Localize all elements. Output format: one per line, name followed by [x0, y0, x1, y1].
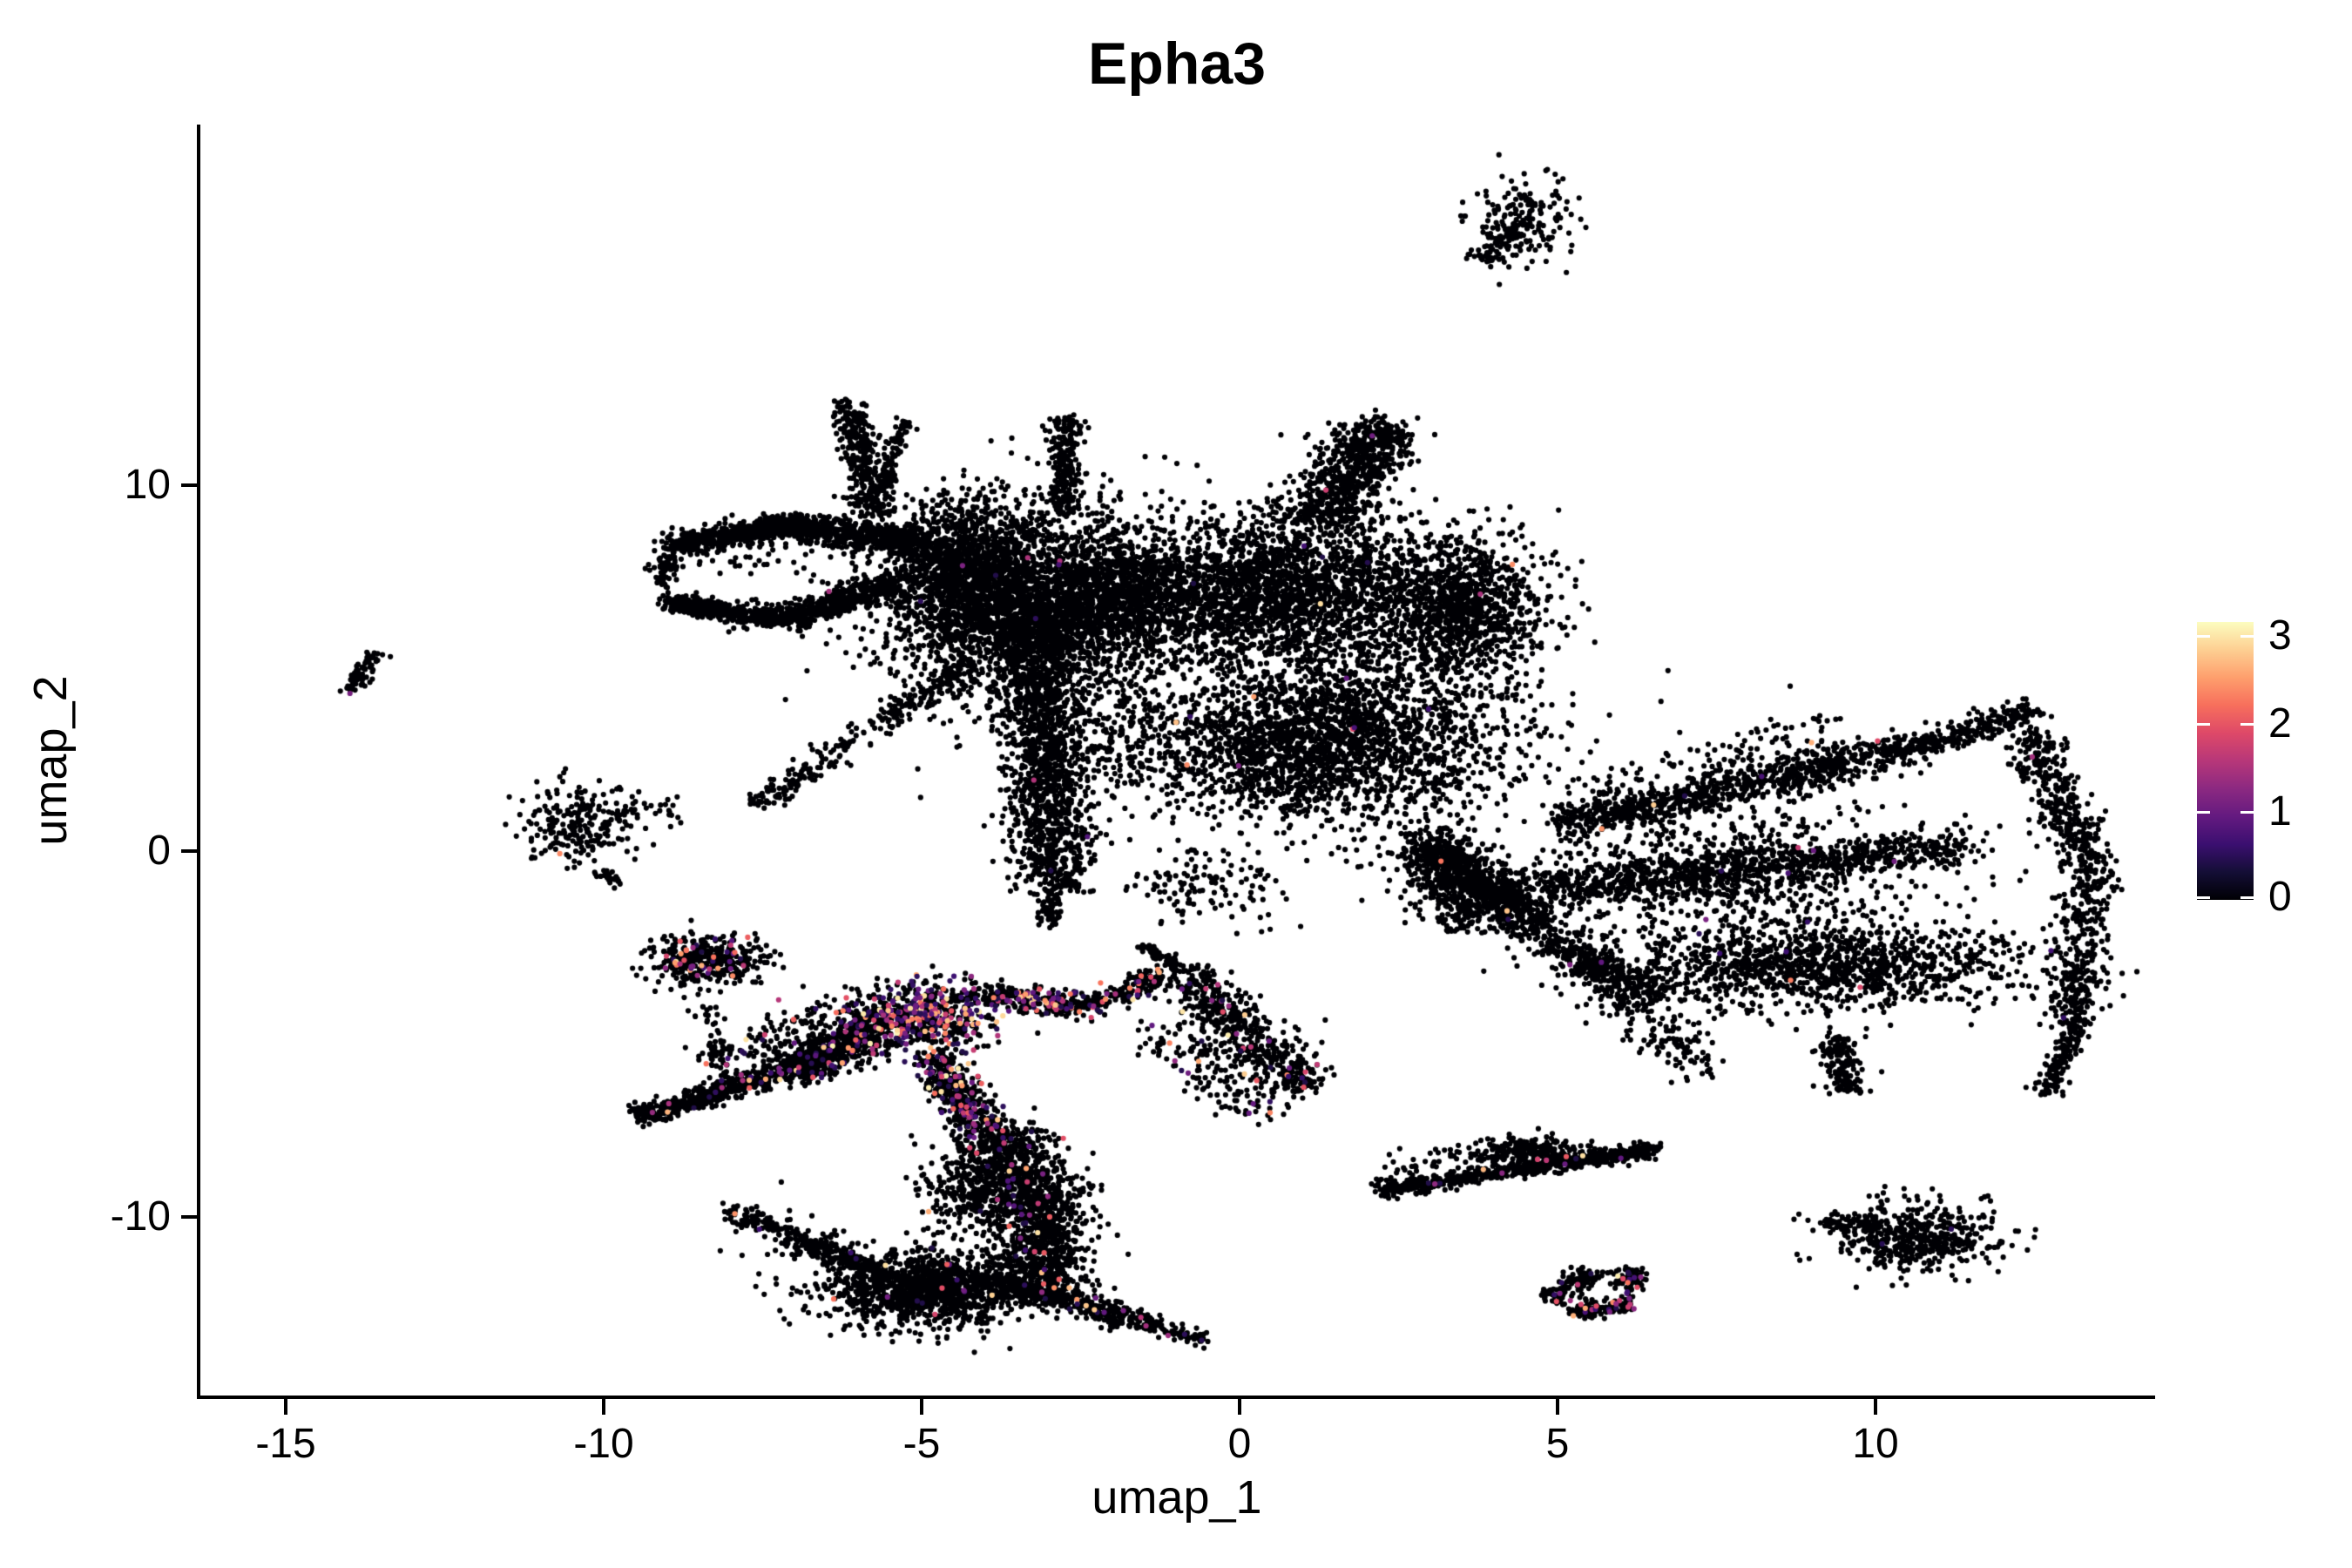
colorbar-tick — [2240, 635, 2254, 638]
colorbar-tick — [2240, 723, 2254, 726]
colorbar-tick — [2197, 635, 2210, 638]
colorbar-tick — [2197, 723, 2210, 726]
x-tick-label: -5 — [902, 1421, 941, 1467]
x-tick-label: 5 — [1545, 1421, 1570, 1467]
y-tick — [181, 1215, 197, 1219]
y-tick — [181, 849, 197, 853]
colorbar-label: 0 — [2268, 874, 2292, 920]
x-tick — [284, 1399, 287, 1415]
x-tick — [602, 1399, 605, 1415]
colorbar-tick — [2240, 811, 2254, 814]
colorbar-label: 2 — [2268, 700, 2292, 747]
x-tick-label: -10 — [573, 1421, 634, 1467]
colorbar-tick — [2197, 896, 2210, 899]
x-tick — [920, 1399, 923, 1415]
y-tick-label: 10 — [124, 462, 171, 508]
x-tick-label: 10 — [1852, 1421, 1899, 1467]
x-tick — [1238, 1399, 1241, 1415]
colorbar-tick — [2197, 811, 2210, 814]
x-axis-title: umap_1 — [1092, 1471, 1262, 1524]
colorbar-tick — [2240, 896, 2254, 899]
x-axis-line — [197, 1396, 2155, 1399]
colorbar-gradient — [2197, 622, 2254, 900]
colorbar-label: 3 — [2268, 612, 2292, 659]
y-tick-label: 0 — [147, 828, 171, 874]
x-tick — [1556, 1399, 1559, 1415]
y-axis-line — [197, 125, 200, 1399]
colorbar-label: 1 — [2268, 788, 2292, 835]
plot-title: Epha3 — [1087, 30, 1267, 97]
x-tick — [1874, 1399, 1877, 1415]
x-tick-label: 0 — [1227, 1421, 1252, 1467]
y-tick — [181, 483, 197, 487]
y-axis-title: umap_2 — [24, 675, 77, 846]
y-tick-label: -10 — [110, 1193, 171, 1240]
x-tick-label: -15 — [255, 1421, 316, 1467]
